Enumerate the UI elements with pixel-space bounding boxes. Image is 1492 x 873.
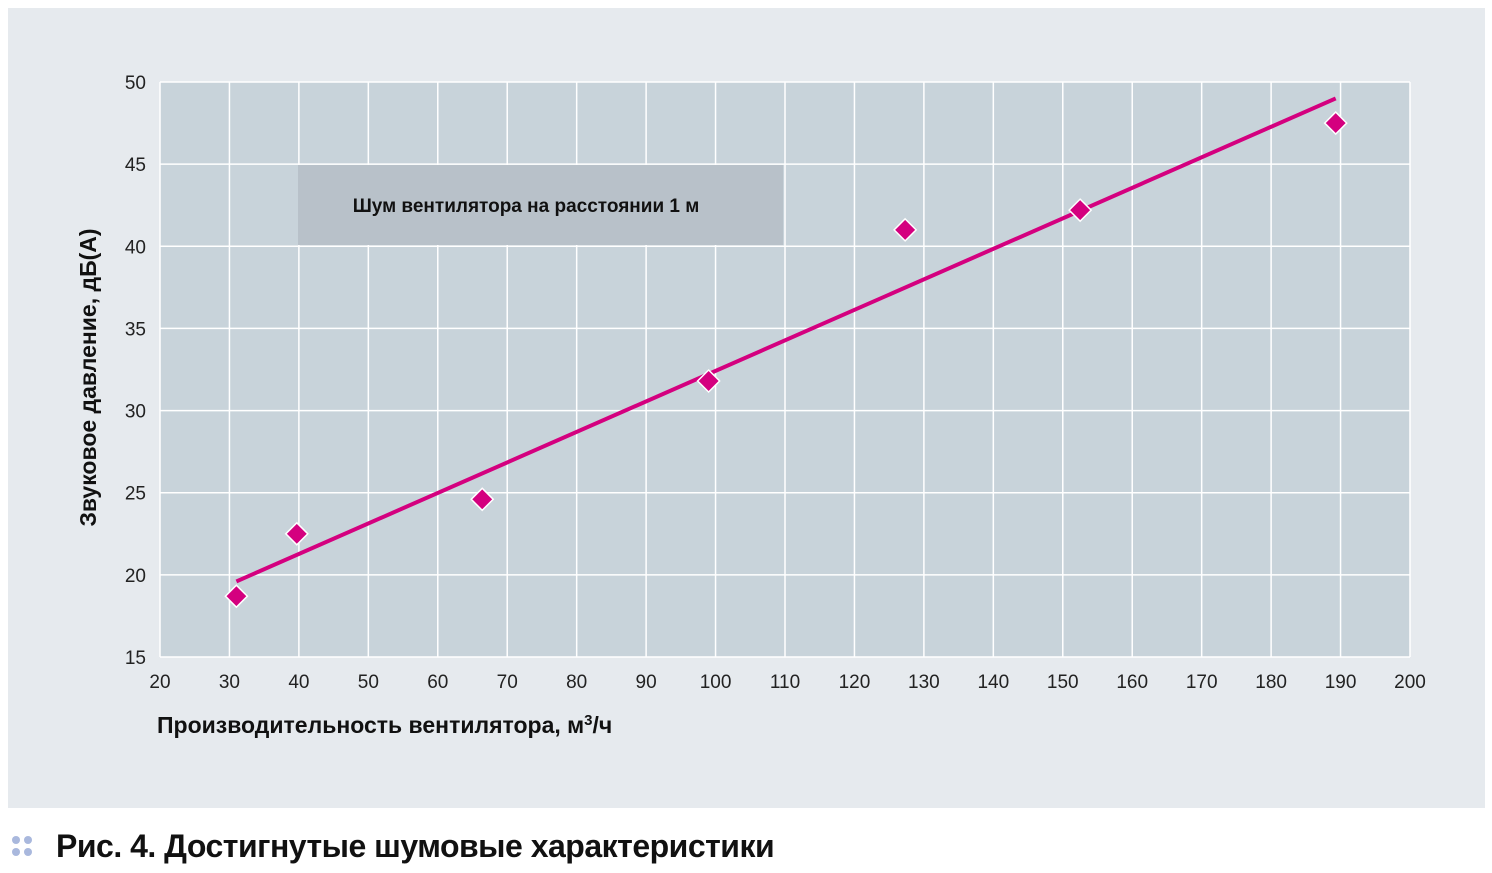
x-tick-label: 200 [1394, 672, 1426, 693]
x-tick-label: 40 [288, 672, 309, 693]
annotation-text: Шум вентилятора на расстоянии 1 м [353, 196, 700, 217]
x-tick-label: 30 [219, 672, 240, 693]
y-tick-label: 50 [125, 73, 146, 94]
data-point [696, 368, 721, 394]
x-axis-title: Производительность вентилятора, м3/ч [157, 712, 612, 739]
x-tick-label: 170 [1186, 672, 1218, 693]
caption-title: Достигнутые шумовые характеристики [164, 827, 775, 864]
data-point [1323, 111, 1348, 136]
y-tick-label: 20 [125, 566, 146, 587]
data-point [224, 584, 249, 609]
x-tick-label: 20 [149, 672, 170, 693]
x-tick-label: 150 [1047, 672, 1079, 693]
x-tick-label: 140 [977, 672, 1009, 693]
x-tick-label: 50 [358, 672, 379, 693]
y-tick-label: 45 [125, 155, 146, 176]
y-axis-title: Звуковое давление, дБ(А) [75, 228, 101, 526]
data-point [1068, 198, 1093, 223]
y-tick-label: 15 [125, 648, 146, 669]
series [224, 96, 1348, 609]
x-tick-label: 70 [497, 672, 518, 693]
x-axis-title-sup: 3 [584, 712, 592, 729]
x-tick-label: 80 [566, 672, 587, 693]
x-tick-labels: 20 30 40 50 60 70 80 90 100 110 120 130 140 150 160 170… [149, 672, 1425, 693]
trend-line [235, 96, 1337, 584]
x-axis-title-suffix: /ч [593, 712, 613, 738]
x-tick-label: 100 [700, 672, 732, 693]
y-tick-label: 35 [125, 319, 146, 340]
x-tick-label: 130 [908, 672, 940, 693]
data-point [470, 487, 495, 512]
x-axis-title-main: Производительность вентилятора, м [157, 712, 584, 738]
y-tick-labels: 15 20 25 30 35 40 45 50 [125, 73, 146, 669]
data-point [284, 521, 309, 546]
caption-label: Рис. 4. [56, 827, 156, 864]
y-tick-label: 40 [125, 237, 146, 258]
x-tick-label: 160 [1116, 672, 1148, 693]
annotation-box [298, 165, 783, 245]
x-tick-label: 120 [839, 672, 871, 693]
y-tick-label: 25 [125, 484, 146, 505]
x-tick-label: 60 [427, 672, 448, 693]
x-tick-label: 190 [1325, 672, 1357, 693]
x-tick-label: 180 [1255, 672, 1287, 693]
x-tick-label: 110 [770, 672, 800, 693]
figure-caption: Рис. 4. Достигнутые шумовые характеристи… [8, 822, 775, 870]
x-tick-label: 90 [636, 672, 657, 693]
caption-dots-icon [12, 836, 32, 856]
y-tick-label: 30 [125, 402, 146, 423]
data-point [893, 217, 918, 242]
caption-text: Рис. 4. Достигнутые шумовые характеристи… [56, 827, 775, 865]
